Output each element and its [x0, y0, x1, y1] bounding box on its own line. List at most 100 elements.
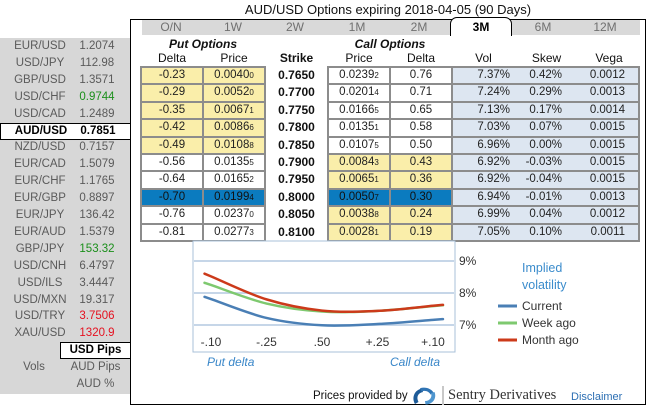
- put-price-value: 0.0237: [214, 208, 250, 221]
- put-delta-cell[interactable]: -0.23: [142, 68, 202, 84]
- pair-name: GBP/JPY: [15, 242, 65, 255]
- put-delta-cell[interactable]: -0.81: [142, 224, 202, 240]
- pair-row[interactable]: USD/MXN 19.317: [0, 292, 130, 309]
- tab-3m[interactable]: 3M: [450, 17, 512, 36]
- pair-row[interactable]: EUR/AUD 1.5379: [0, 224, 130, 241]
- call-options-heading: Call Options: [354, 37, 426, 51]
- skew-value: -0.03%: [525, 155, 562, 168]
- pair-row[interactable]: EUR/JPY 136.42: [0, 207, 130, 224]
- call-price-cell[interactable]: 0.01351: [329, 120, 389, 136]
- call-price-cell[interactable]: 0.02014: [329, 85, 389, 101]
- pair-row[interactable]: EUR/USD 1.2074: [0, 38, 130, 55]
- put-price-value: 0.0135: [214, 155, 250, 168]
- call-delta-cell[interactable]: 0.36: [391, 172, 451, 188]
- pair-row[interactable]: USD/TRY 3.7506: [0, 308, 130, 325]
- pair-row[interactable]: USD/JPY 112.98: [0, 55, 130, 72]
- call-price-cell[interactable]: 0.00651: [329, 172, 389, 188]
- pair-name: USD/JPY: [15, 56, 65, 69]
- put-price-pip: 8: [249, 140, 254, 150]
- put-price-cell[interactable]: 0.00866: [204, 120, 264, 136]
- pair-row[interactable]: USD/CAD 1.2489: [0, 106, 130, 123]
- prices-provided-by-label: Prices provided by: [313, 390, 408, 402]
- col-header-put-delta: Delta: [157, 51, 186, 65]
- put-price-cell[interactable]: 0.02370: [204, 207, 264, 223]
- pair-row[interactable]: EUR/CHF 1.1765: [0, 173, 130, 190]
- call-price-cell[interactable]: 0.00507: [329, 189, 389, 206]
- pair-rate: 112.98: [79, 56, 115, 69]
- currency-pair-panel: EUR/USD 1.2074 USD/JPY 112.98 GBP/USD 1.3571 U…: [0, 38, 131, 394]
- pair-rate: 1320.9: [79, 327, 115, 340]
- call-price-pip: 5: [374, 105, 379, 115]
- strike-value[interactable]: 0.7900: [278, 155, 315, 169]
- tab-2m[interactable]: 2M: [410, 20, 428, 34]
- expiry-tab-strip: [142, 20, 640, 35]
- put-delta-cell[interactable]: -0.49: [142, 137, 202, 153]
- strike-value[interactable]: 0.7650: [278, 68, 315, 82]
- tab-on[interactable]: O/N: [160, 20, 182, 34]
- call-delta-cell[interactable]: 0.24: [391, 207, 451, 223]
- call-delta-cell[interactable]: 0.76: [391, 68, 451, 84]
- call-delta-cell[interactable]: 0.19: [391, 224, 451, 240]
- put-price-cell[interactable]: 0.00520: [204, 85, 264, 101]
- call-price-cell[interactable]: 0.01075: [329, 137, 389, 153]
- put-delta-cell[interactable]: -0.70: [142, 189, 202, 206]
- call-delta-cell[interactable]: 0.50: [391, 137, 451, 153]
- strike-value[interactable]: 0.7850: [278, 137, 315, 152]
- pair-row[interactable]: USD/CHF 0.9744: [0, 89, 130, 106]
- put-delta-cell[interactable]: -0.29: [142, 85, 202, 101]
- tab-1m[interactable]: 1M: [348, 20, 366, 34]
- skew-value: 0.29%: [529, 86, 562, 99]
- disclaimer-link[interactable]: Disclaimer: [571, 391, 623, 403]
- put-delta-cell[interactable]: -0.35: [142, 102, 202, 119]
- pair-row[interactable]: EUR/GBP 0.8897: [0, 190, 130, 207]
- put-price-value: 0.0052: [214, 86, 250, 99]
- pair-name: EUR/AUD: [14, 225, 66, 238]
- strike-value[interactable]: 0.7950: [278, 172, 315, 187]
- pair-row[interactable]: XAU/USD 1320.9: [0, 325, 130, 342]
- tab-2w[interactable]: 2W: [286, 20, 304, 34]
- vol-row: 7.24% 0.29% 0.0013: [453, 85, 638, 101]
- unit-option[interactable]: AUD Pips: [70, 361, 121, 374]
- call-delta-cell[interactable]: 0.43: [391, 154, 451, 171]
- put-price-cell[interactable]: 0.02773: [204, 224, 264, 240]
- put-price-cell[interactable]: 0.00671: [204, 102, 264, 119]
- call-price-cell[interactable]: 0.00388: [329, 207, 389, 223]
- unit-option[interactable]: USD Pips: [60, 342, 131, 360]
- strike-value[interactable]: 0.7700: [278, 85, 315, 100]
- strike-value[interactable]: 0.7750: [278, 102, 315, 117]
- call-delta-cell[interactable]: 0.71: [391, 85, 451, 101]
- unit-option[interactable]: AUD %: [76, 378, 115, 390]
- pair-row[interactable]: NZD/USD 0.7157: [0, 139, 130, 156]
- call-delta-cell[interactable]: 0.58: [391, 120, 451, 136]
- strike-value[interactable]: 0.8100: [278, 224, 315, 239]
- tab-1w[interactable]: 1W: [224, 20, 242, 34]
- put-delta-cell[interactable]: -0.42: [142, 120, 202, 136]
- call-price-cell[interactable]: 0.01665: [329, 102, 389, 119]
- put-delta-cell[interactable]: -0.56: [142, 154, 202, 171]
- call-price-cell[interactable]: 0.00843: [329, 154, 389, 171]
- pair-row[interactable]: USD/CNH 6.4797: [0, 258, 130, 275]
- tab-12m[interactable]: 12M: [593, 20, 617, 34]
- pair-row[interactable]: USD/ILS 3.4447: [0, 275, 130, 292]
- strike-value[interactable]: 0.7800: [278, 120, 315, 135]
- call-delta-cell[interactable]: 0.30: [391, 189, 451, 206]
- call-delta-cell[interactable]: 0.65: [391, 102, 451, 119]
- tab-6m[interactable]: 6M: [534, 20, 552, 34]
- put-price-cell[interactable]: 0.01355: [204, 154, 264, 171]
- pair-name: USD/CAD: [14, 107, 66, 120]
- put-delta-cell[interactable]: -0.64: [142, 172, 202, 188]
- put-price-cell[interactable]: 0.00400: [204, 68, 264, 84]
- pair-row[interactable]: GBP/JPY 153.32: [0, 241, 130, 258]
- pair-row[interactable]: GBP/USD 1.3571: [0, 72, 130, 89]
- strike-value[interactable]: 0.8050: [278, 207, 315, 222]
- pair-row[interactable]: EUR/CAD 1.5079: [0, 156, 130, 173]
- call-price-pip: 8: [374, 210, 379, 220]
- strike-value[interactable]: 0.8000: [278, 189, 315, 204]
- pair-row-selected[interactable]: AUD/USD 0.7851: [0, 122, 131, 140]
- put-price-cell[interactable]: 0.01994: [204, 189, 264, 206]
- put-price-cell[interactable]: 0.01652: [204, 172, 264, 188]
- put-price-cell[interactable]: 0.01088: [204, 137, 264, 153]
- put-delta-cell[interactable]: -0.76: [142, 207, 202, 223]
- call-price-cell[interactable]: 0.00281: [329, 224, 389, 240]
- call-price-cell[interactable]: 0.02392: [329, 68, 389, 84]
